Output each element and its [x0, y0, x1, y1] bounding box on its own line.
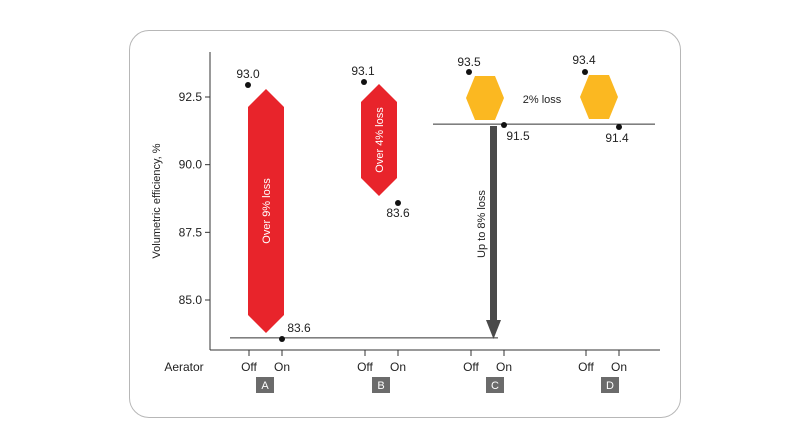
data-point-off [582, 69, 588, 75]
loss-arrow-c-head [486, 320, 501, 339]
data-label-on: 91.5 [506, 129, 530, 143]
data-point-on [501, 122, 507, 128]
data-point-off [466, 69, 472, 75]
loss-annotation-c: Up to 8% loss [476, 190, 488, 258]
y-tick-label: 90.0 [179, 158, 203, 172]
x-state-label: On [496, 360, 512, 374]
data-point-on [279, 336, 285, 342]
group-badge-label: A [261, 380, 269, 392]
data-label-on: 91.4 [605, 131, 629, 145]
y-tick-label: 87.5 [179, 225, 203, 239]
loss-bar-a [248, 89, 284, 333]
loss-shape-d [580, 75, 618, 119]
x-state-label: On [611, 360, 627, 374]
data-label-off: 93.1 [351, 64, 375, 78]
group-badge [486, 377, 504, 393]
y-axis-label: Volumetric efficiency, % [151, 143, 163, 258]
group-badge-label: D [606, 380, 614, 392]
loss-annotation-d: 2% loss [523, 94, 562, 106]
data-label-off: 93.4 [572, 53, 596, 67]
data-point-off [361, 79, 367, 85]
group-badge [256, 377, 274, 393]
group-badge [601, 377, 619, 393]
data-label-on: 83.6 [287, 321, 311, 335]
group-badge [372, 377, 390, 393]
data-label-on: 83.6 [386, 206, 410, 220]
loss-bar-b [361, 84, 397, 196]
data-point-on [395, 200, 401, 206]
data-point-on [616, 124, 622, 130]
y-tick-label: 92.5 [179, 90, 203, 104]
data-point-off [245, 82, 251, 88]
x-state-label: Off [357, 360, 373, 374]
x-state-label: On [390, 360, 406, 374]
x-state-label: On [274, 360, 290, 374]
x-group-title: Aerator [164, 360, 203, 374]
loss-shape-c [466, 76, 504, 120]
loss-arrow-c-shaft [490, 126, 497, 322]
y-tick-label: 85.0 [179, 293, 203, 307]
loss-annotation-a: Over 9% loss [261, 178, 273, 244]
data-label-off: 93.5 [457, 55, 481, 69]
x-state-label: Off [578, 360, 594, 374]
loss-annotation-b: Over 4% loss [374, 107, 386, 173]
group-badge-label: C [491, 380, 499, 392]
x-state-label: Off [241, 360, 257, 374]
data-label-off: 93.0 [236, 67, 260, 81]
x-state-label: Off [463, 360, 479, 374]
group-badge-label: B [377, 380, 384, 392]
